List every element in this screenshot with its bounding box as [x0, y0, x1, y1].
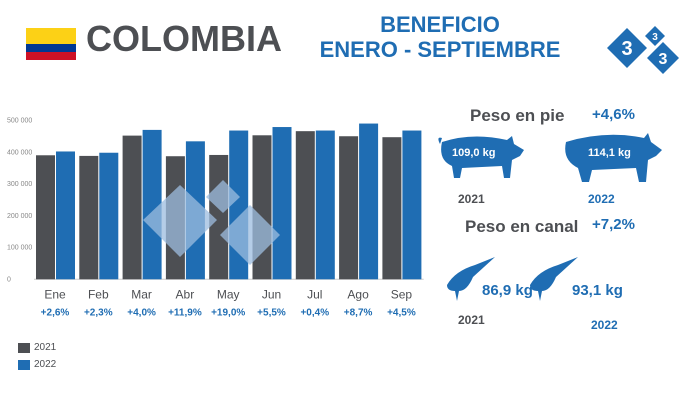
ham-2021-icon — [447, 257, 495, 301]
live-weight-change: +4,6% — [592, 106, 635, 123]
legend-swatch — [18, 342, 30, 353]
y-tick-label: 0 — [7, 276, 11, 283]
bar-2021-Feb — [79, 155, 99, 280]
carcass-weight-2022-year: 2022 — [591, 318, 618, 332]
x-tick-label: Sep — [391, 287, 413, 301]
bar-2022-Ago — [359, 123, 379, 280]
bar-2021-Jul — [295, 131, 315, 280]
change-label: +8,7% — [344, 307, 373, 318]
carcass-weight-2021-value: 86,9 kg — [482, 282, 533, 299]
legend-label: 2021 — [34, 342, 57, 353]
bar-chart: 0 100 000 200 000 300 000 400 000 500 000 Ene +… — [7, 118, 424, 318]
bar-2022-Ene — [56, 151, 75, 280]
x-tick-label: Ago — [347, 287, 369, 301]
pig-2022-icon — [565, 133, 662, 182]
carcass-weight-title: Peso en canal — [465, 217, 579, 236]
legend-item-2022: 2022 — [18, 359, 56, 370]
bar-2021-Mar — [122, 135, 142, 280]
ham-2022-icon — [530, 257, 578, 301]
change-label: +2,6% — [41, 307, 70, 318]
page-title: COLOMBIA — [86, 18, 282, 59]
legend-swatch — [18, 359, 30, 370]
change-label: +4,0% — [127, 307, 156, 318]
x-tick-label: Jul — [307, 287, 322, 301]
svg-text:3: 3 — [652, 32, 658, 43]
333-logo-icon: 333 — [607, 26, 679, 74]
change-label: +11,9% — [168, 307, 202, 318]
live-weight-2022-value: 114,1 kg — [588, 147, 631, 159]
bar-2022-Jul — [315, 130, 335, 280]
live-weight-2021-year: 2021 — [458, 192, 485, 206]
change-label: +4,5% — [387, 307, 416, 318]
x-tick-label: May — [217, 287, 240, 301]
x-tick-label: Feb — [88, 287, 109, 301]
svg-text:3: 3 — [621, 38, 632, 60]
y-tick-label: 300 000 — [7, 181, 32, 188]
colombia-flag-icon — [26, 28, 76, 60]
change-label: +5,5% — [257, 307, 286, 318]
y-tick-label: 200 000 — [7, 213, 32, 220]
y-tick-label: 500 000 — [7, 118, 32, 125]
bar-2021-Sep — [382, 137, 402, 280]
pig-2021-icon — [438, 136, 524, 178]
subtitle-line-2: ENERO - SEPTIEMBRE — [319, 37, 561, 62]
bar-2021-Ene — [36, 155, 55, 280]
svg-text:3: 3 — [659, 51, 668, 68]
live-weight-title: Peso en pie — [470, 106, 565, 125]
x-tick-label: Abr — [176, 287, 195, 301]
y-tick-label: 100 000 — [7, 245, 32, 252]
live-weight-2022-year: 2022 — [588, 192, 615, 206]
y-tick-label: 400 000 — [7, 149, 32, 156]
carcass-weight-2022-value: 93,1 kg — [572, 282, 623, 299]
live-weight-2021-value: 109,0 kg — [452, 147, 496, 159]
legend-label: 2022 — [34, 359, 57, 370]
carcass-weight-change: +7,2% — [592, 216, 635, 233]
carcass-weight-2021-year: 2021 — [458, 313, 485, 327]
page-subtitle: BENEFICIO ENERO - SEPTIEMBRE — [290, 12, 590, 62]
change-label: +2,3% — [84, 307, 113, 318]
subtitle-line-1: BENEFICIO — [380, 12, 500, 37]
change-label: +0,4% — [300, 307, 329, 318]
bar-2022-Jun — [272, 127, 292, 280]
bar-2021-Ago — [339, 136, 359, 280]
watermark-logo-icon — [143, 180, 280, 265]
x-tick-label: Ene — [44, 287, 66, 301]
bar-2022-Mar — [142, 129, 162, 280]
bar-2022-Feb — [99, 152, 119, 280]
x-tick-label: Jun — [262, 287, 281, 301]
change-label: +19,0% — [211, 307, 245, 318]
legend-item-2021: 2021 — [18, 342, 56, 353]
bar-2022-Sep — [402, 130, 422, 280]
x-tick-label: Mar — [131, 287, 152, 301]
